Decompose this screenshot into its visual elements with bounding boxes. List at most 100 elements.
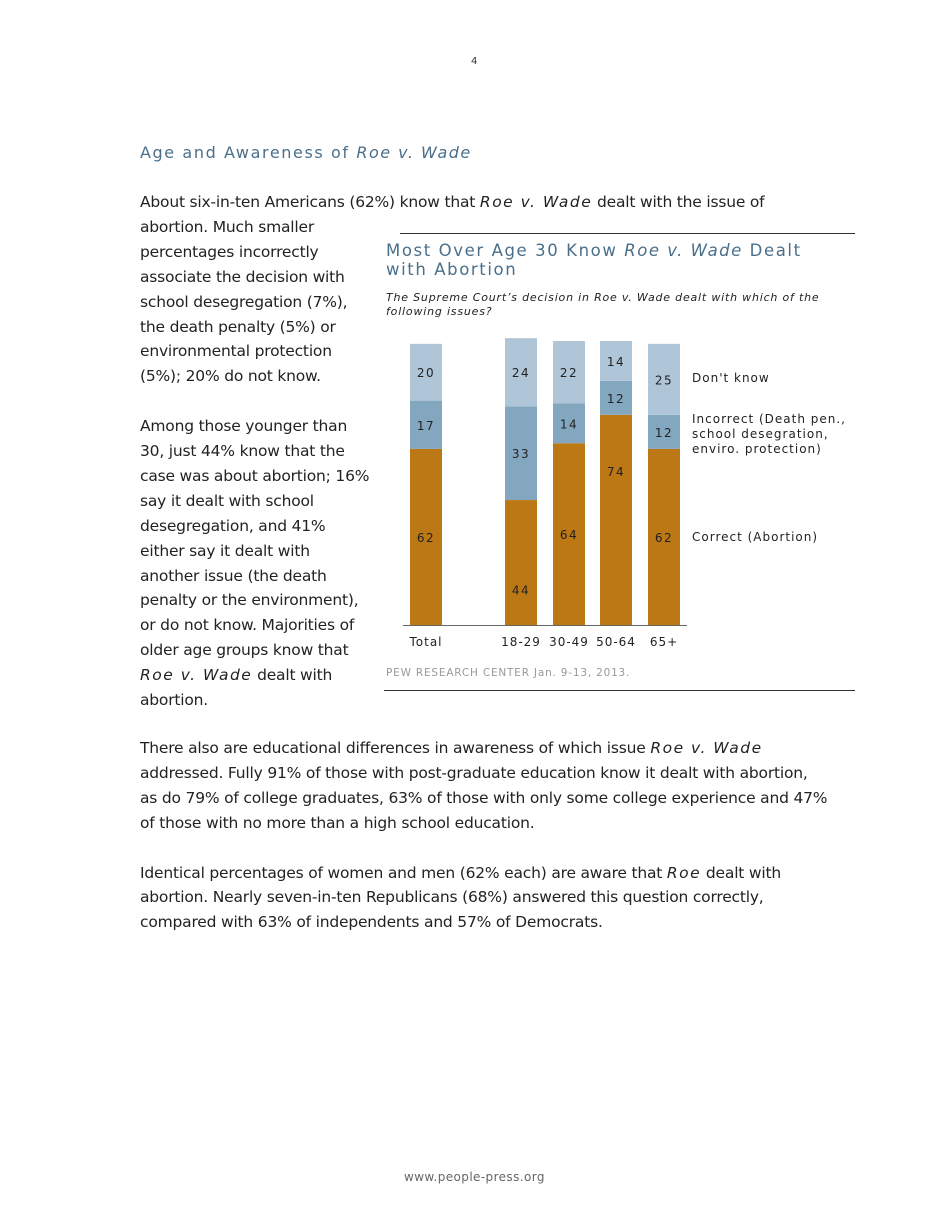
data-label: 14 <box>560 417 578 431</box>
text-line: Roe v. Wade dealt with <box>140 663 332 688</box>
chart-title: Most Over Age 30 Know Roe v. Wade Dealt <box>386 241 802 260</box>
text-line: Among those younger than <box>140 414 347 439</box>
data-label: 14 <box>607 355 625 369</box>
text-segment: desegregation, and 41% <box>140 516 326 535</box>
text-segment: compared with 63% of independents and 57… <box>140 913 603 932</box>
text-segment: abortion. Nearly seven-in-ten Republican… <box>140 888 764 907</box>
text-line: or do not know. Majorities of <box>140 613 354 638</box>
chart-source: PEW RESEARCH CENTER Jan. 9-13, 2013. <box>386 667 631 679</box>
text-line: case was about abortion; 16% <box>140 464 369 489</box>
bar-segment <box>505 500 537 625</box>
legend-label: school desegration, <box>692 427 829 441</box>
text-segment: addressed. Fully 91% of those with post-… <box>140 763 808 782</box>
text-segment: dealt with the issue of <box>592 193 765 211</box>
text-segment: dealt with <box>701 863 781 882</box>
text-segment: (5%); 20% do not know. <box>140 367 321 386</box>
stacked-bar-chart: 62 17 20 Total 44 33 24 18-29 64 14 22 30-49 74 12 14 5… <box>403 338 846 649</box>
text-line: another issue (the death <box>140 564 327 589</box>
legend-label: Don't know <box>692 371 770 385</box>
page-number: 4 <box>471 56 478 67</box>
text-segment: older age groups know that <box>140 641 349 660</box>
data-label: 22 <box>560 366 578 380</box>
text-segment: abortion. Much smaller <box>140 217 315 236</box>
bar-segment <box>648 448 680 625</box>
legend-label: Incorrect (Death pen., <box>692 412 846 426</box>
chart-subtitle: The Supreme Court’s decision in Roe v. W… <box>386 291 820 304</box>
text-line: older age groups know that <box>140 638 349 663</box>
data-label: 44 <box>512 584 530 598</box>
data-label: 74 <box>607 465 625 479</box>
text-segment: Most Over Age 30 Know <box>386 241 625 260</box>
text-segment: another issue (the death <box>140 566 327 585</box>
text-line: abortion. <box>140 688 208 713</box>
category-label: 30-49 <box>549 635 589 649</box>
text-line: compared with 63% of independents and 57… <box>140 910 603 935</box>
italic-text: Roe v. Wade <box>140 666 253 685</box>
bar-segment <box>553 341 585 404</box>
chart-bottom-rule <box>384 690 855 691</box>
bar-segment <box>553 443 585 625</box>
text-line: abortion. Nearly seven-in-ten Republican… <box>140 885 764 910</box>
text-line: Identical percentages of women and men (… <box>140 861 781 886</box>
italic-text: Roe v. Wade <box>650 739 763 757</box>
text-segment: the death penalty (5%) or <box>140 317 336 336</box>
section-title: Age and Awareness of Roe v. Wade <box>140 143 472 162</box>
text-segment: case was about abortion; 16% <box>140 466 370 485</box>
text-segment: 30, just 44% know that the <box>140 442 345 460</box>
bar-segment <box>505 406 537 501</box>
italic-text: Roe <box>666 863 702 882</box>
legend-label: Correct (Abortion) <box>692 530 818 544</box>
text-line: associate the decision with <box>140 265 345 290</box>
data-label: 25 <box>655 373 673 387</box>
text-segment: of those with no more than a high school… <box>140 813 535 832</box>
bar-segment <box>600 380 632 415</box>
data-label: 62 <box>655 531 673 545</box>
bar-segment <box>648 414 680 449</box>
text-line: as do 79% of college graduates, 63% of t… <box>140 786 828 811</box>
text-segment: Age and Awareness of <box>140 143 357 162</box>
text-segment: abortion. <box>140 691 209 709</box>
text-segment: school desegregation (7%), <box>140 292 348 311</box>
text-line: school desegregation (7%), <box>140 290 348 315</box>
text-segment: either say it dealt with <box>140 541 310 560</box>
data-label: 17 <box>417 419 435 433</box>
bar-segment <box>648 343 680 415</box>
data-label: 64 <box>560 528 578 542</box>
data-label: 62 <box>417 531 435 545</box>
text-line: penalty or the environment), <box>140 588 359 613</box>
category-label: 50-64 <box>596 635 636 649</box>
text-segment: About six-in-ten Americans (62%) know th… <box>140 193 480 211</box>
footer-url[interactable]: www.people-press.org <box>404 1170 545 1184</box>
text-line: desegregation, and 41% <box>140 514 326 539</box>
text-segment: dealt with <box>252 666 333 685</box>
text-line: addressed. Fully 91% of those with post-… <box>140 761 808 786</box>
text-segment: percentages incorrectly <box>140 242 319 261</box>
data-label: 24 <box>512 366 530 380</box>
text-line: of those with no more than a high school… <box>140 811 535 836</box>
italic-text: Roe v. Wade <box>356 143 472 162</box>
category-label: Total <box>408 635 442 649</box>
text-segment: environmental protection <box>140 342 332 361</box>
legend-label: enviro. protection) <box>692 442 822 456</box>
text-segment: There also are educational differences i… <box>140 739 651 757</box>
italic-text: Roe v. Wade <box>479 193 593 211</box>
chart-top-rule <box>400 233 855 234</box>
chart-subtitle-line2: following issues? <box>386 305 493 318</box>
bar-segment <box>600 341 632 381</box>
bar-segment <box>410 448 442 625</box>
data-label: 20 <box>417 366 435 380</box>
text-line: 30, just 44% know that the <box>140 439 345 464</box>
bar-segment <box>553 403 585 444</box>
text-segment: Dealt <box>742 241 802 260</box>
text-line: About six-in-ten Americans (62%) know th… <box>140 190 765 215</box>
text-line: There also are educational differences i… <box>140 736 763 761</box>
category-label: 18-29 <box>501 635 541 649</box>
data-label: 12 <box>607 392 625 406</box>
text-segment: Among those younger than <box>140 417 348 436</box>
text-line: percentages incorrectly <box>140 240 319 265</box>
text-line: abortion. Much smaller <box>140 215 314 240</box>
category-label: 65+ <box>650 635 678 649</box>
chart-title-line2: with Abortion <box>386 260 518 279</box>
text-line: the death penalty (5%) or <box>140 315 336 340</box>
